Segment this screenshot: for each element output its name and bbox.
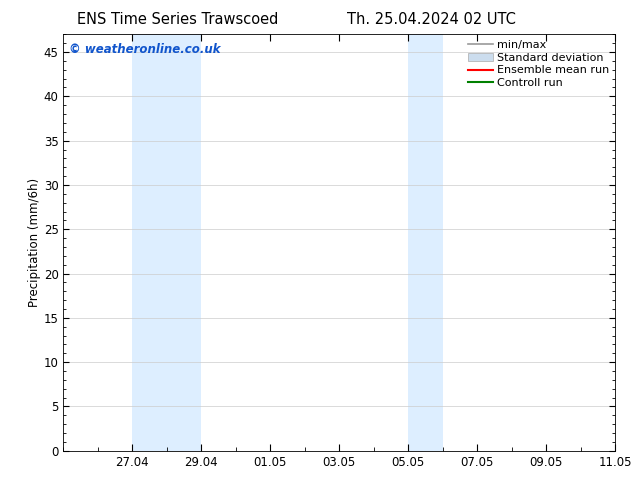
Text: Th. 25.04.2024 02 UTC: Th. 25.04.2024 02 UTC [347, 12, 515, 27]
Text: © weatheronline.co.uk: © weatheronline.co.uk [69, 43, 221, 56]
Bar [133, 34, 202, 451]
Y-axis label: Precipitation (mm/6h): Precipitation (mm/6h) [28, 178, 41, 307]
Legend: min/max, Standard deviation, Ensemble mean run, Controll run: min/max, Standard deviation, Ensemble me… [469, 40, 609, 88]
Text: ENS Time Series Trawscoed: ENS Time Series Trawscoed [77, 12, 278, 27]
Bar [408, 34, 443, 451]
